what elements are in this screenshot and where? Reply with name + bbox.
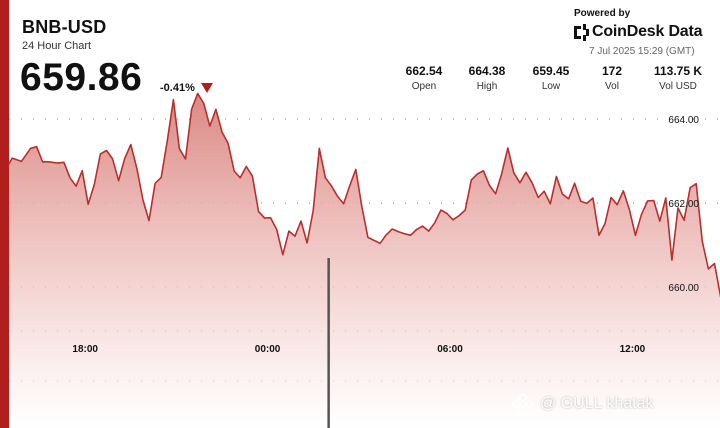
watermark: @ GULL khatak (512, 393, 653, 415)
stat-open: 662.54 Open (395, 64, 453, 92)
pair-title: BNB-USD (22, 17, 107, 37)
x-tick-label: 00:00 (255, 344, 281, 355)
x-tick-label: 06:00 (437, 344, 463, 355)
stat-low: 659.45 Low (521, 64, 581, 92)
stat-label: High (476, 81, 498, 92)
binance-logo-icon (512, 393, 534, 415)
stat-label: Open (411, 81, 437, 92)
price-change: -0.41% (160, 82, 195, 94)
x-tick-label: 12:00 (620, 344, 646, 355)
stat-label: Vol USD (659, 81, 697, 92)
stat-high: 664.38 High (453, 64, 521, 92)
y-tick-label: 664.00 (668, 115, 699, 126)
coindesk-logo-icon (574, 23, 589, 41)
stat-value: 113.75 K (653, 64, 703, 78)
down-arrow-icon (201, 83, 213, 93)
stats-row: 662.54 Open 664.38 High 659.45 Low 172 V… (395, 64, 715, 92)
x-tick-label: 18:00 (72, 344, 98, 355)
stat-value: 662.54 (405, 64, 443, 78)
powered-by-label: Powered by (574, 8, 631, 19)
watermark-text: @ GULL khatak (540, 395, 654, 412)
volume-bar (327, 258, 330, 428)
chart-subtitle: 24 Hour Chart (22, 40, 92, 52)
stat-vol-usd: 113.75 K Vol USD (643, 64, 713, 92)
brand-name: CoinDesk Data (592, 23, 703, 40)
accent-bar (0, 0, 9, 428)
timestamp: 7 Jul 2025 15:29 (GMT) (589, 46, 695, 57)
stat-label: Low (541, 81, 561, 92)
stat-value: 664.38 (468, 64, 506, 78)
y-tick-label: 662.00 (668, 199, 699, 210)
stat-value: 172 (601, 64, 623, 78)
stat-value: 659.45 (532, 64, 570, 78)
y-tick-label: 660.00 (668, 283, 699, 294)
stat-vol: 172 Vol (581, 64, 643, 92)
price-line (8, 92, 720, 298)
current-price: 659.86 (20, 56, 143, 99)
brand-logo[interactable]: CoinDesk Data (574, 23, 703, 41)
stat-label: Vol (605, 81, 619, 92)
price-area (9, 93, 720, 428)
